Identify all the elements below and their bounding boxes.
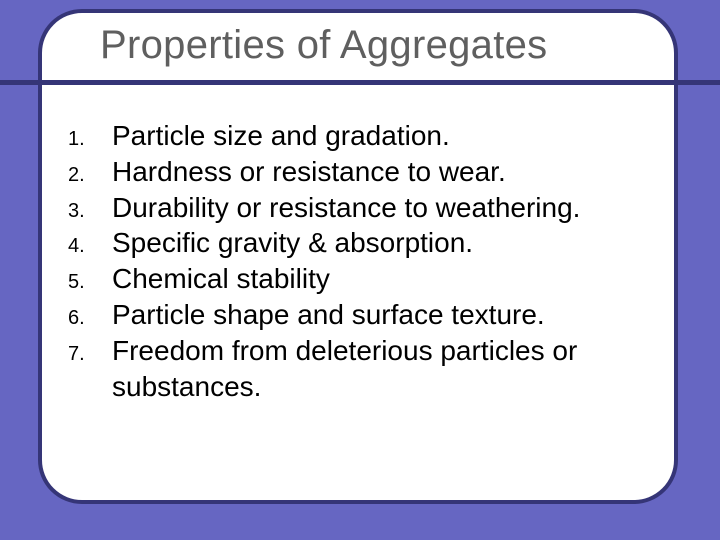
title-divider (0, 80, 720, 85)
list-item: 6. Particle shape and surface texture. (68, 297, 680, 333)
list-number: 1. (68, 127, 112, 153)
list-number: 3. (68, 199, 112, 225)
list-item: 3. Durability or resistance to weatherin… (68, 190, 680, 226)
list-item: 1. Particle size and gradation. (68, 118, 680, 154)
list-text: Chemical stability (112, 261, 680, 297)
list-item: 7. Freedom from deleterious particles or… (68, 333, 680, 405)
slide-title: Properties of Aggregates (100, 23, 547, 68)
list-item: 4. Specific gravity & absorption. (68, 225, 680, 261)
list-item: 5. Chemical stability (68, 261, 680, 297)
list-text: Hardness or resistance to wear. (112, 154, 680, 190)
list-number: 6. (68, 306, 112, 332)
list-number: 4. (68, 234, 112, 260)
properties-list: 1. Particle size and gradation. 2. Hardn… (68, 118, 680, 405)
list-text: Specific gravity & absorption. (112, 225, 680, 261)
list-text: Durability or resistance to weathering. (112, 190, 680, 226)
list-item: 2. Hardness or resistance to wear. (68, 154, 680, 190)
list-number: 5. (68, 270, 112, 296)
list-text: Particle shape and surface texture. (112, 297, 680, 333)
list-number: 7. (68, 342, 112, 368)
list-text: Particle size and gradation. (112, 118, 680, 154)
list-number: 2. (68, 163, 112, 189)
list-text: Freedom from deleterious particles or su… (112, 333, 680, 405)
